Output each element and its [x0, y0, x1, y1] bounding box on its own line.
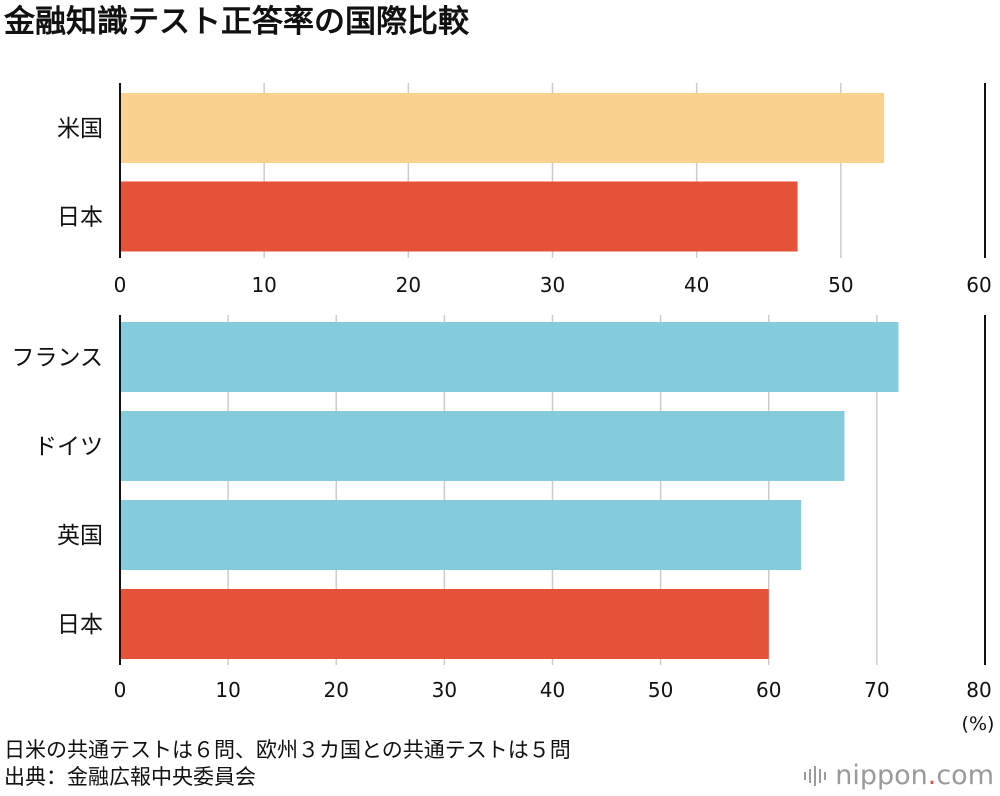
chart2-bar: [120, 589, 769, 659]
chart1-category-label: 日本: [57, 205, 103, 231]
chart2-tick-label: 10: [215, 678, 240, 702]
chart1-tick-label: 40: [684, 273, 709, 297]
chart2-tick-label: 80: [966, 678, 991, 702]
chart1-tick-label: 10: [251, 273, 276, 297]
chart2-tick-label: 50: [648, 678, 673, 702]
logo-tld: com: [936, 760, 994, 791]
chart2-category-label: 日本: [57, 612, 103, 638]
chart2-category-label: ドイツ: [34, 434, 103, 460]
chart2-category-label: 英国: [57, 523, 103, 549]
chart2-category-label: フランス: [11, 345, 103, 371]
chart1-tick-label: 60: [966, 273, 991, 297]
chart-title: 金融知識テスト正答率の国際比較: [4, 4, 469, 40]
nippon-logo[interactable]: nippon. com: [804, 760, 994, 792]
chart2-bar: [120, 411, 845, 481]
chart1-tick-label: 50: [828, 273, 853, 297]
chart2-tick-label: 0: [114, 678, 127, 702]
chart1-category-label: 米国: [57, 116, 103, 142]
chart2-tick-label: 30: [432, 678, 457, 702]
chart1-tick-label: 30: [540, 273, 565, 297]
chart2-tick-label: 70: [864, 678, 889, 702]
footnote-question-count: 日米の共通テストは６問、欧州３カ国との共通テストは５問: [4, 738, 571, 762]
chart2-bar: [120, 322, 899, 392]
chart2-bar: [120, 500, 802, 570]
chart2-tick-label: 40: [540, 678, 565, 702]
chart2-unit-label: (%): [962, 713, 995, 735]
footnote-source: 出典：金融広報中央委員会: [4, 765, 256, 789]
chart1-tick-label: 20: [396, 273, 421, 297]
logo-name: nippon: [835, 760, 928, 791]
chart2-tick-label: 20: [324, 678, 349, 702]
chart1-tick-label: 0: [114, 273, 127, 297]
sound-wave-icon: [804, 766, 829, 786]
chart1-bar: [120, 181, 798, 252]
chart2-tick-label: 60: [756, 678, 781, 702]
chart1-bar: [120, 93, 885, 163]
logo-dot: .: [927, 760, 937, 791]
